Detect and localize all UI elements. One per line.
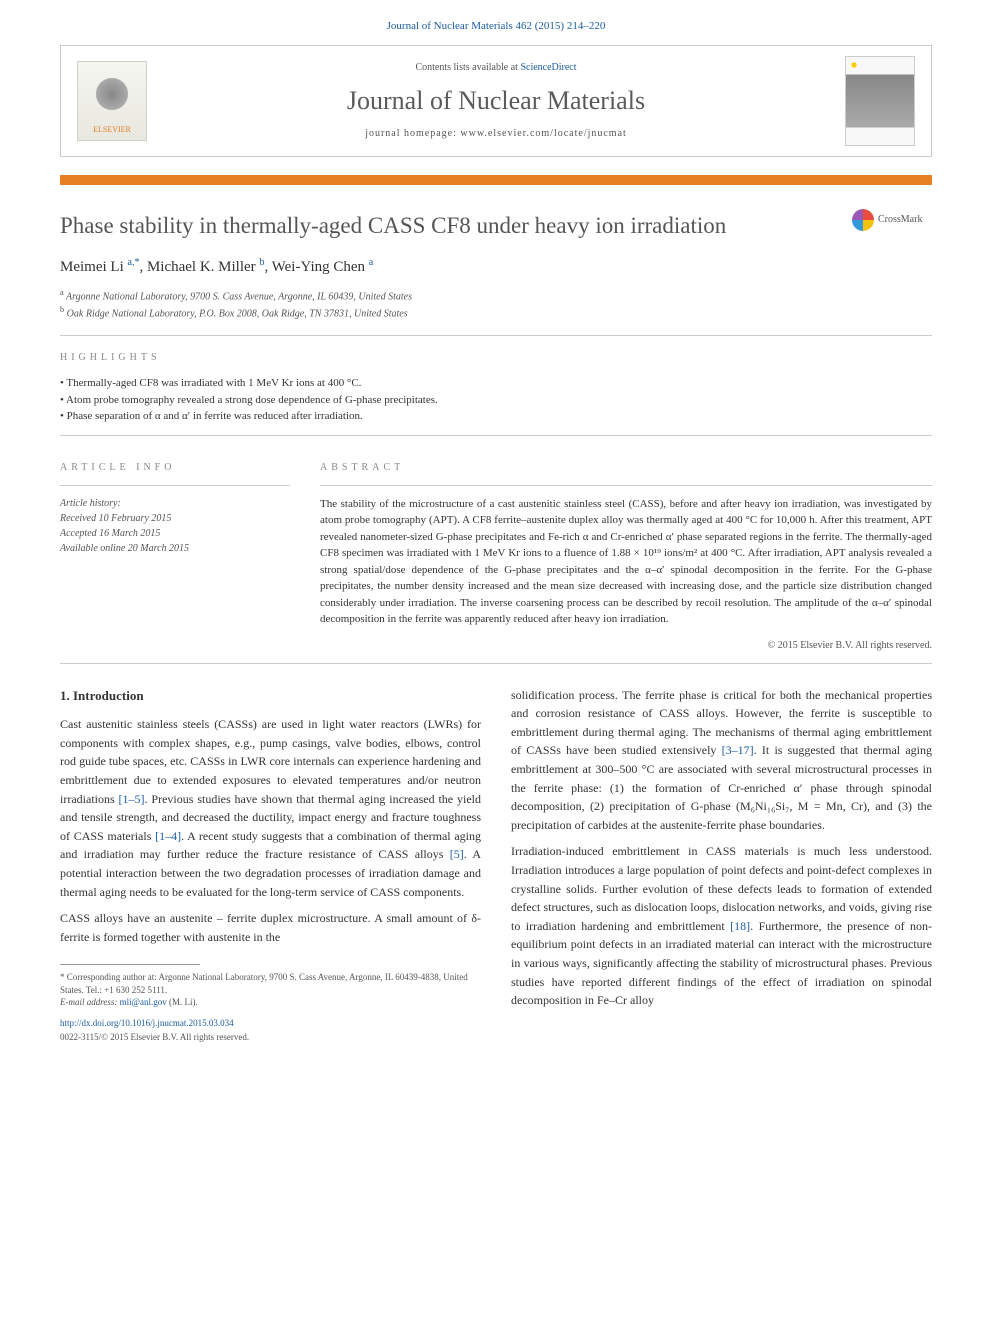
affiliation-b-text: Oak Ridge National Laboratory, P.O. Box … <box>67 308 408 319</box>
crossmark-badge[interactable]: CrossMark <box>852 209 932 231</box>
journal-banner: ELSEVIER Contents lists available at Sci… <box>60 45 932 157</box>
affiliation-b: b Oak Ridge National Laboratory, P.O. Bo… <box>60 304 932 321</box>
highlight-item: Phase separation of α and α′ in ferrite … <box>60 408 932 425</box>
abstract-label: ABSTRACT <box>320 460 932 475</box>
doi-block: http://dx.doi.org/10.1016/j.jnucmat.2015… <box>60 1017 481 1044</box>
accent-bar <box>60 175 932 185</box>
highlights: Thermally-aged CF8 was irradiated with 1… <box>60 375 932 425</box>
highlight-item: Atom probe tomography revealed a strong … <box>60 392 932 409</box>
sciencedirect-link[interactable]: ScienceDirect <box>520 62 576 73</box>
highlight-item: Thermally-aged CF8 was irradiated with 1… <box>60 375 932 392</box>
body-paragraph: Irradiation-induced embrittlement in CAS… <box>511 842 932 1009</box>
publisher-name: ELSEVIER <box>93 124 131 136</box>
crossmark-label: CrossMark <box>878 212 922 227</box>
body-paragraph: CASS alloys have an austenite – ferrite … <box>60 909 481 946</box>
corr-author: * Corresponding author at: Argonne Natio… <box>60 971 481 996</box>
highlights-label: HIGHLIGHTS <box>60 350 932 365</box>
abstract-col: ABSTRACT The stability of the microstruc… <box>320 446 932 653</box>
homepage-label: journal homepage: <box>365 128 460 139</box>
banner-center: Contents lists available at ScienceDirec… <box>147 60 845 141</box>
body-col-left: 1. Introduction Cast austenitic stainles… <box>60 686 481 1044</box>
header-citation: Journal of Nuclear Materials 462 (2015) … <box>0 0 992 45</box>
body-paragraph: solidification process. The ferrite phas… <box>511 686 932 835</box>
affiliation-a-text: Argonne National Laboratory, 9700 S. Cas… <box>66 291 412 302</box>
contents-text: Contents lists available at <box>415 62 520 73</box>
affiliations: a Argonne National Laboratory, 9700 S. C… <box>60 287 932 322</box>
doi-link[interactable]: http://dx.doi.org/10.1016/j.jnucmat.2015… <box>60 1018 234 1028</box>
footnote-separator <box>60 964 200 965</box>
copyright: © 2015 Elsevier B.V. All rights reserved… <box>320 638 932 653</box>
affiliation-a: a Argonne National Laboratory, 9700 S. C… <box>60 287 932 304</box>
crossmark-icon <box>852 209 874 231</box>
title-row: Phase stability in thermally-aged CASS C… <box>60 209 932 256</box>
journal-cover-thumb <box>845 56 915 146</box>
article-content: Phase stability in thermally-aged CASS C… <box>0 209 992 1045</box>
body-col-right: solidification process. The ferrite phas… <box>511 686 932 1044</box>
corresponding-footnote: * Corresponding author at: Argonne Natio… <box>60 971 481 1009</box>
intro-heading: 1. Introduction <box>60 686 481 706</box>
separator <box>60 435 932 436</box>
journal-name: Journal of Nuclear Materials <box>147 81 845 120</box>
history-label: Article history: <box>60 496 290 511</box>
authors: Meimei Li a,*, Michael K. Miller b, Wei-… <box>60 255 932 279</box>
body-columns: 1. Introduction Cast austenitic stainles… <box>60 686 932 1044</box>
info-abstract-row: ARTICLE INFO Article history: Received 1… <box>60 446 932 653</box>
body-paragraph: Cast austenitic stainless steels (CASSs)… <box>60 715 481 901</box>
article-info-col: ARTICLE INFO Article history: Received 1… <box>60 446 290 653</box>
history-online: Available online 20 March 2015 <box>60 541 290 556</box>
corr-email-line: E-mail address: mli@anl.gov (M. Li). <box>60 996 481 1009</box>
issn-line: 0022-3115/© 2015 Elsevier B.V. All right… <box>60 1031 481 1045</box>
homepage-line: journal homepage: www.elsevier.com/locat… <box>147 126 845 141</box>
contents-line: Contents lists available at ScienceDirec… <box>147 60 845 75</box>
history-received: Received 10 February 2015 <box>60 511 290 526</box>
homepage-url[interactable]: www.elsevier.com/locate/jnucmat <box>460 128 626 139</box>
elsevier-logo: ELSEVIER <box>77 61 147 141</box>
article-title: Phase stability in thermally-aged CASS C… <box>60 209 852 244</box>
separator <box>320 485 932 486</box>
separator <box>60 335 932 336</box>
email-label: E-mail address: <box>60 997 120 1007</box>
separator <box>60 663 932 664</box>
separator <box>60 485 290 486</box>
article-history: Article history: Received 10 February 20… <box>60 496 290 556</box>
elsevier-tree-icon <box>87 74 137 124</box>
article-info-label: ARTICLE INFO <box>60 460 290 475</box>
history-accepted: Accepted 16 March 2015 <box>60 526 290 541</box>
email-suffix: (M. Li). <box>167 997 198 1007</box>
email-link[interactable]: mli@anl.gov <box>120 997 167 1007</box>
abstract-text: The stability of the microstructure of a… <box>320 496 932 628</box>
